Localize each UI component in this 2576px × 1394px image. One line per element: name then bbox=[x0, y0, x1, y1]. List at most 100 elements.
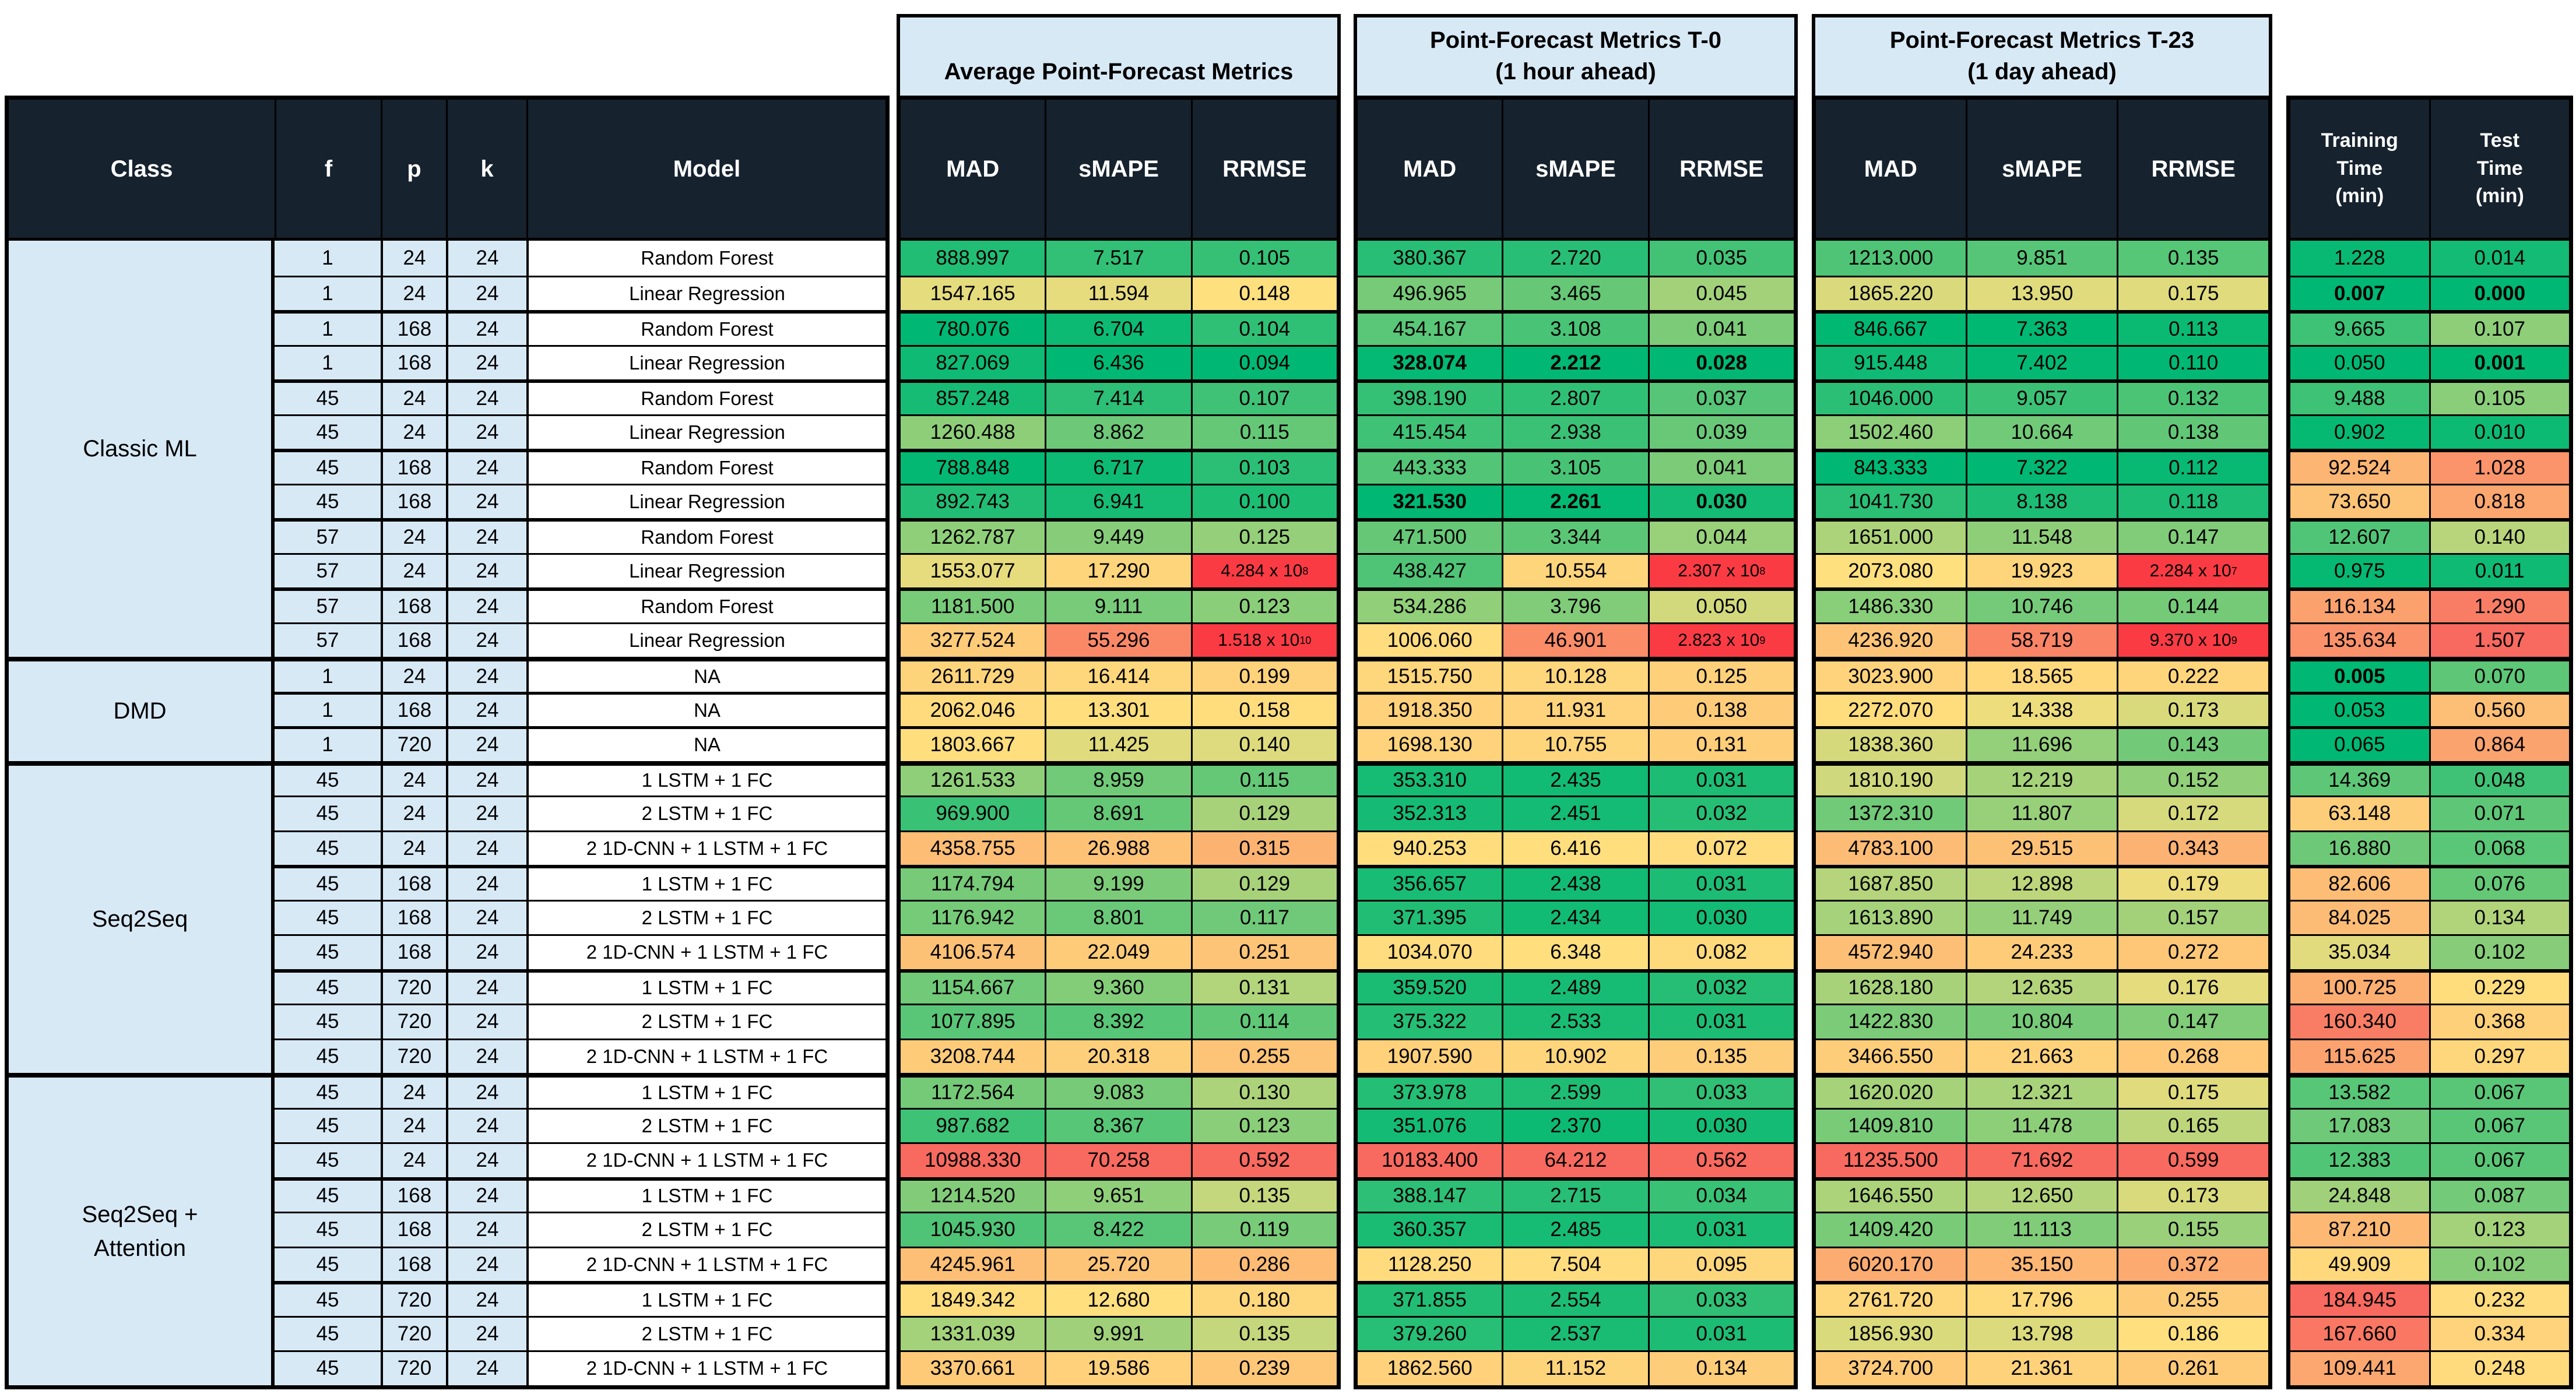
training-time-cell: 109.441 bbox=[2290, 1352, 2429, 1385]
table-row: 1331.039 9.991 0.135 bbox=[901, 1315, 1337, 1350]
param-cell-p: 24 bbox=[381, 1144, 446, 1177]
param-cell-p: 24 bbox=[381, 277, 446, 310]
training-time-cell: 0.007 bbox=[2290, 277, 2429, 310]
param-cell-p: 168 bbox=[381, 1248, 446, 1281]
param-cell-p: 168 bbox=[381, 591, 446, 622]
table-row: 1865.220 13.950 0.175 bbox=[1816, 275, 2269, 310]
param-cell-p: 720 bbox=[381, 1284, 446, 1316]
training-time-cell: 9.665 bbox=[2290, 314, 2429, 345]
metric-cell: 11.478 bbox=[1965, 1109, 2117, 1142]
metric-cell: 0.031 bbox=[1647, 1213, 1794, 1247]
metric-cell: 1041.730 bbox=[1816, 485, 1966, 518]
table-row: 1553.077 17.290 4.284 x 10 8 bbox=[901, 552, 1337, 587]
table-row: 0.053 0.560 bbox=[2290, 691, 2569, 726]
table-row: 892.743 6.941 0.100 bbox=[901, 483, 1337, 518]
model-cell: 2 1D-CNN + 1 LSTM + 1 FC bbox=[526, 936, 885, 969]
metric-cell: 10.554 bbox=[1502, 554, 1648, 587]
table-row: 9.665 0.107 bbox=[2290, 310, 2569, 345]
metric-cell: 438.427 bbox=[1358, 554, 1502, 587]
metric-cell: 1651.000 bbox=[1816, 522, 1966, 553]
table-row: 1838.360 11.696 0.143 bbox=[1816, 726, 2269, 761]
metric-cell: 0.592 bbox=[1190, 1144, 1337, 1177]
model-cell: Linear Regression bbox=[526, 554, 885, 587]
param-cell-f: 45 bbox=[275, 1078, 381, 1108]
param-cell-f: 1 bbox=[275, 729, 381, 761]
table-row: 1 168 24 Random Forest bbox=[275, 310, 885, 345]
metric-cell: 0.175 bbox=[2117, 277, 2269, 310]
test-time-cell: 0.368 bbox=[2429, 1005, 2569, 1039]
table-row: 1.228 0.014 bbox=[2290, 241, 2569, 276]
table-row: 2761.720 17.796 0.255 bbox=[1816, 1281, 2269, 1316]
metric-cell: 8.367 bbox=[1045, 1109, 1191, 1142]
table-row: 1261.533 8.959 0.115 bbox=[901, 761, 1337, 795]
test-time-cell: 0.067 bbox=[2429, 1078, 2569, 1108]
table-row: 116.134 1.290 bbox=[2290, 587, 2569, 622]
metric-cell: 11.807 bbox=[1965, 797, 2117, 830]
model-cell: Linear Regression bbox=[526, 277, 885, 310]
test-time-cell: 0.134 bbox=[2429, 901, 2569, 934]
metric-cell: 373.978 bbox=[1358, 1078, 1502, 1108]
table-row: 9.488 0.105 bbox=[2290, 379, 2569, 414]
metric-cell: 10.902 bbox=[1502, 1040, 1648, 1073]
param-cell-k: 24 bbox=[446, 901, 526, 934]
table-row: 1045.930 8.422 0.119 bbox=[901, 1212, 1337, 1247]
metric-cell: 11.696 bbox=[1965, 729, 2117, 761]
table-row: 160.340 0.368 bbox=[2290, 1004, 2569, 1039]
model-cell: NA bbox=[526, 661, 885, 692]
model-cell: 1 LSTM + 1 FC bbox=[526, 868, 885, 900]
model-cell: Random Forest bbox=[526, 383, 885, 414]
metric-cell: 10.804 bbox=[1965, 1005, 2117, 1039]
test-time-cell: 0.102 bbox=[2429, 936, 2569, 969]
metric-cell: 0.030 bbox=[1647, 485, 1794, 518]
table-row: 45 24 24 2 LSTM + 1 FC bbox=[275, 795, 885, 830]
metric-cell: 2.807 bbox=[1502, 383, 1648, 414]
training-time-cell: 84.025 bbox=[2290, 901, 2429, 934]
metric-cell: 415.454 bbox=[1358, 416, 1502, 449]
metric-cell: 356.657 bbox=[1358, 868, 1502, 900]
metric-cell: 0.123 bbox=[1190, 1109, 1337, 1142]
table-row: 1174.794 9.199 0.129 bbox=[901, 865, 1337, 900]
model-cell: 2 LSTM + 1 FC bbox=[526, 901, 885, 934]
table-row: 940.253 6.416 0.072 bbox=[1358, 830, 1794, 865]
metric-cell: 0.255 bbox=[2117, 1284, 2269, 1316]
table-row: 1422.830 10.804 0.147 bbox=[1816, 1004, 2269, 1039]
model-cell: NA bbox=[526, 729, 885, 761]
metric-cell: 2.823 x 10 9 bbox=[1647, 624, 1794, 657]
table-row: 1372.310 11.807 0.172 bbox=[1816, 795, 2269, 830]
param-cell-k: 24 bbox=[446, 661, 526, 692]
training-time-cell: 135.634 bbox=[2290, 624, 2429, 657]
training-time-cell: 0.902 bbox=[2290, 416, 2429, 449]
metric-cell: 915.448 bbox=[1816, 346, 1966, 379]
metric-cell: 3277.524 bbox=[901, 624, 1045, 657]
model-cell: Random Forest bbox=[526, 522, 885, 553]
metric-cell: 454.167 bbox=[1358, 314, 1502, 345]
metric-cell: 788.848 bbox=[901, 452, 1045, 484]
table-row: 57 24 24 Linear Regression bbox=[275, 552, 885, 587]
metric-cell: 0.599 bbox=[2117, 1144, 2269, 1177]
training-time-cell: 35.034 bbox=[2290, 936, 2429, 969]
metric-cell: 0.041 bbox=[1647, 314, 1794, 345]
metric-cell: 1862.560 bbox=[1358, 1352, 1502, 1385]
table-row: 1502.460 10.664 0.138 bbox=[1816, 414, 2269, 449]
metric-cell: 0.130 bbox=[1190, 1078, 1337, 1108]
model-cell: NA bbox=[526, 694, 885, 726]
metric-cell: 2.537 bbox=[1502, 1317, 1648, 1350]
metric-cell: 0.041 bbox=[1647, 452, 1794, 484]
table-row: 167.660 0.334 bbox=[2290, 1315, 2569, 1350]
metric-cell: 0.134 bbox=[1647, 1352, 1794, 1385]
table-row: 49.909 0.102 bbox=[2290, 1246, 2569, 1281]
param-cell-f: 1 bbox=[275, 661, 381, 692]
param-cell-k: 24 bbox=[446, 868, 526, 900]
table-row: 1486.330 10.746 0.144 bbox=[1816, 587, 2269, 622]
group-header-line: Average Point-Forecast Metrics bbox=[944, 59, 1294, 85]
param-cell-k: 24 bbox=[446, 1284, 526, 1316]
table-row: 45 168 24 Random Forest bbox=[275, 449, 885, 484]
table-row: 45 24 24 Linear Regression bbox=[275, 414, 885, 449]
model-cell: 2 LSTM + 1 FC bbox=[526, 797, 885, 830]
metric-cell: 11.152 bbox=[1502, 1352, 1648, 1385]
table-row: 353.310 2.435 0.031 bbox=[1358, 761, 1794, 795]
table-row: 0.050 0.001 bbox=[2290, 344, 2569, 379]
table-row: 45 24 24 1 LSTM + 1 FC bbox=[275, 761, 885, 795]
test-time-cell: 0.232 bbox=[2429, 1284, 2569, 1316]
average-metric-headers: MAD sMAPE RRMSE bbox=[901, 100, 1337, 241]
